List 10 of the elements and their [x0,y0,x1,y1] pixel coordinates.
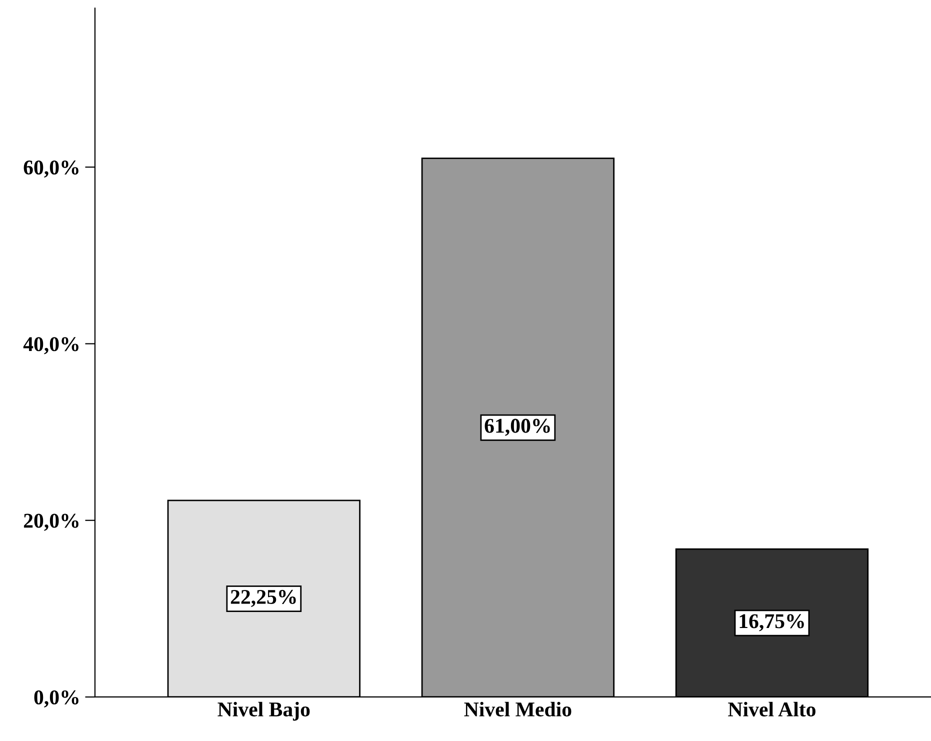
x-tick-label: Nivel Bajo [218,702,310,721]
data-label: 16,75% [740,614,804,632]
y-tick-label: 0,0% [34,690,78,708]
y-tick-label: 20,0% [24,514,78,531]
y-tick-label: 60,0% [24,160,78,178]
y-tick-label: 40,0% [23,337,78,354]
x-tick-label: Nivel Medio [464,702,572,717]
data-label: 61,00% [484,418,550,436]
data-label: 22,25% [230,590,296,607]
x-tick-label: Nivel Alto [728,702,816,717]
